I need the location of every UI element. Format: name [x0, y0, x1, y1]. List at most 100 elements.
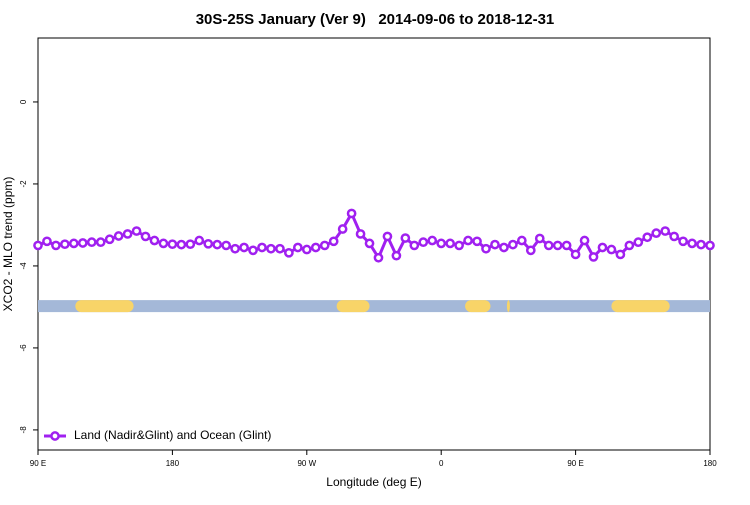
land-segment	[506, 300, 510, 313]
data-point	[104, 234, 115, 245]
data-point	[113, 231, 124, 241]
data-point	[409, 240, 420, 251]
data-point	[436, 238, 447, 249]
chart-title: 30S-25S January (Ver 9) 2014-09-06 to 20…	[196, 11, 555, 28]
data-point	[266, 243, 276, 254]
data-point	[391, 250, 402, 261]
y-tick-label: -4	[19, 262, 28, 270]
data-point	[624, 240, 635, 251]
data-point	[418, 237, 429, 248]
data-point	[122, 229, 133, 239]
y-tick-label: -8	[19, 426, 28, 434]
data-point	[543, 240, 554, 251]
data-point	[472, 236, 482, 247]
data-point	[382, 231, 393, 242]
ocean-band	[38, 300, 710, 313]
data-point	[301, 244, 312, 255]
data-point	[606, 244, 617, 255]
legend-marker	[50, 431, 60, 441]
data-point	[678, 236, 688, 247]
data-point	[51, 240, 61, 251]
data-point	[642, 232, 653, 243]
land-segment	[465, 300, 491, 313]
x-axis-label: Longitude (deg E)	[326, 475, 421, 489]
data-point	[337, 224, 348, 234]
x-tick-label: 90 E	[567, 459, 583, 468]
data-point	[660, 226, 671, 236]
data-point	[194, 235, 205, 246]
data-point	[525, 245, 536, 256]
data-point	[561, 240, 572, 251]
x-tick-label: 180	[703, 459, 717, 468]
data-point	[328, 236, 339, 247]
data-point	[705, 240, 715, 251]
data-point	[185, 239, 196, 250]
data-point	[292, 242, 303, 253]
land-segment	[75, 300, 134, 313]
data-point	[230, 243, 240, 254]
data-point	[95, 237, 106, 248]
x-tick-label: 0	[439, 459, 444, 468]
data-point	[508, 239, 518, 250]
land-segment	[611, 300, 670, 313]
data-point	[257, 242, 267, 253]
data-point	[588, 252, 599, 262]
data-point	[355, 229, 366, 239]
data-point	[490, 239, 500, 250]
data-point	[463, 235, 473, 246]
data-point	[33, 240, 43, 251]
data-point	[203, 238, 214, 249]
data-point	[499, 242, 509, 253]
data-point	[346, 208, 357, 219]
land-segment	[336, 300, 370, 313]
x-tick-label: 90 W	[297, 459, 316, 468]
data-point	[454, 240, 464, 251]
data-point	[364, 238, 375, 249]
data-point	[221, 240, 232, 251]
data-point	[176, 239, 187, 250]
y-tick-label: 0	[19, 99, 28, 104]
data-point	[516, 235, 527, 246]
y-tick-label: -6	[19, 344, 28, 352]
data-point	[579, 235, 590, 246]
data-point	[167, 239, 178, 250]
x-tick-label: 90 E	[30, 459, 46, 468]
data-point	[687, 238, 697, 249]
data-point	[310, 242, 321, 253]
data-point	[140, 231, 151, 242]
data-point	[284, 247, 294, 258]
data-point	[481, 243, 491, 254]
data-point	[651, 228, 662, 238]
data-point	[60, 239, 70, 250]
data-point	[212, 239, 223, 250]
data-point	[149, 235, 160, 246]
y-tick-label: -2	[19, 180, 28, 188]
data-point	[248, 245, 258, 256]
data-point	[86, 237, 97, 248]
y-axis-label: XCO2 - MLO trend (ppm)	[1, 177, 15, 312]
data-point	[373, 252, 384, 263]
data-point	[633, 237, 644, 248]
data-point	[669, 231, 680, 242]
data-point	[319, 240, 330, 251]
data-point	[570, 249, 581, 260]
data-point	[696, 239, 706, 250]
data-point	[400, 233, 411, 243]
data-point	[275, 243, 285, 254]
data-point	[42, 236, 52, 247]
legend-label: Land (Nadir&Glint) and Ocean (Glint)	[74, 428, 271, 442]
data-point	[131, 226, 142, 236]
data-point	[534, 233, 545, 244]
x-tick-label: 180	[166, 459, 180, 468]
data-point	[552, 240, 563, 251]
data-point	[615, 249, 626, 260]
data-point	[239, 242, 249, 253]
data-point	[158, 238, 169, 249]
data-point	[597, 242, 608, 253]
data-point	[445, 238, 456, 249]
series-line	[37, 210, 711, 261]
data-point	[427, 235, 438, 246]
data-point	[68, 238, 79, 249]
data-point	[77, 238, 88, 248]
